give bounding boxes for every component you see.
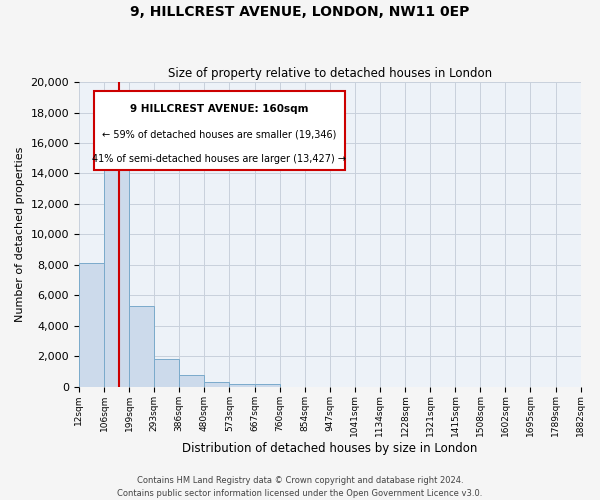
X-axis label: Distribution of detached houses by size in London: Distribution of detached houses by size …: [182, 442, 478, 455]
Bar: [254, 384, 280, 386]
FancyBboxPatch shape: [94, 91, 345, 170]
Text: 9 HILLCREST AVENUE: 160sqm: 9 HILLCREST AVENUE: 160sqm: [130, 104, 308, 114]
Bar: [205, 382, 229, 386]
Bar: [229, 384, 254, 386]
Title: Size of property relative to detached houses in London: Size of property relative to detached ho…: [167, 66, 492, 80]
Text: 9, HILLCREST AVENUE, LONDON, NW11 0EP: 9, HILLCREST AVENUE, LONDON, NW11 0EP: [130, 5, 470, 19]
Text: 41% of semi-detached houses are larger (13,427) →: 41% of semi-detached houses are larger (…: [92, 154, 346, 164]
Bar: [104, 134, 129, 386]
Bar: [179, 376, 205, 386]
Y-axis label: Number of detached properties: Number of detached properties: [15, 146, 25, 322]
Text: ← 59% of detached houses are smaller (19,346): ← 59% of detached houses are smaller (19…: [102, 130, 337, 140]
Bar: [129, 306, 154, 386]
Bar: [154, 358, 179, 386]
Bar: [79, 264, 104, 386]
Text: Contains HM Land Registry data © Crown copyright and database right 2024.
Contai: Contains HM Land Registry data © Crown c…: [118, 476, 482, 498]
